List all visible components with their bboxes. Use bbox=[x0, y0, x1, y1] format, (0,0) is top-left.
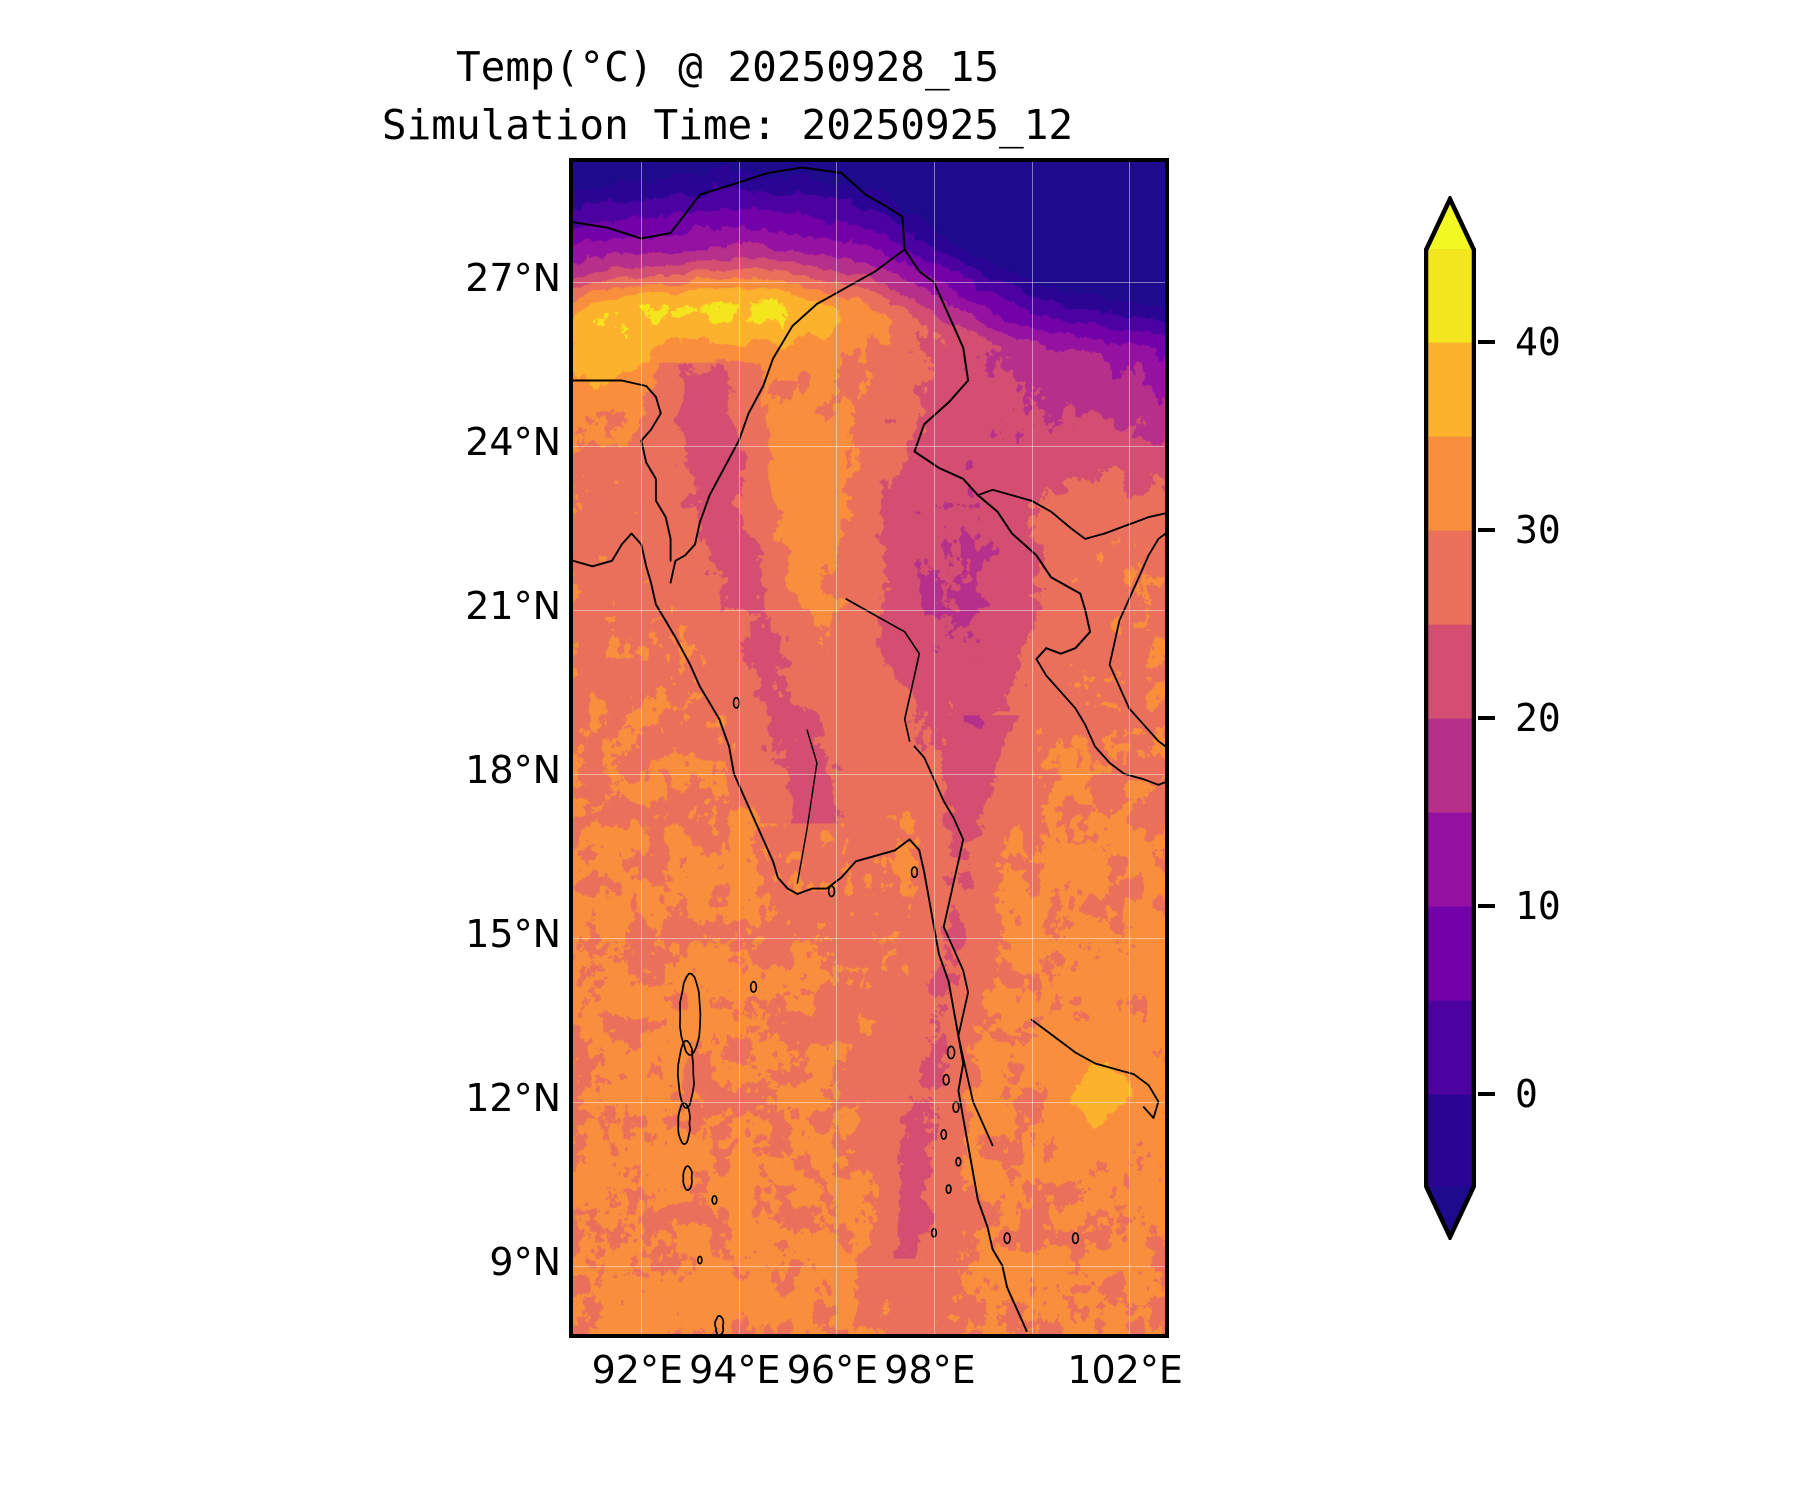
geo-outline bbox=[796, 729, 818, 884]
colorbar-band bbox=[1425, 530, 1475, 625]
title-line-2: Simulation Time: 20250925_12 bbox=[381, 101, 1074, 149]
geo-outline bbox=[913, 745, 994, 1147]
title-line-1: Temp(°C) @ 20250928_15 bbox=[455, 43, 1000, 91]
gridline-longitude bbox=[933, 162, 935, 1334]
colorbar-tick-label: 40 bbox=[1515, 320, 1561, 364]
latitude-tick-label: 12°N bbox=[465, 1075, 561, 1120]
colorbar-outline bbox=[1424, 196, 1476, 1240]
geo-outline bbox=[930, 1227, 938, 1238]
geo-outline bbox=[952, 1101, 960, 1113]
gridline-latitude bbox=[573, 1101, 1165, 1103]
gridline-latitude bbox=[573, 1265, 1165, 1267]
colorbar-band bbox=[1425, 248, 1475, 343]
map-coastlines-overlay bbox=[573, 166, 1165, 1334]
gridline-latitude bbox=[573, 446, 1165, 448]
geo-outline bbox=[573, 532, 1028, 1333]
geo-outline bbox=[1030, 1018, 1160, 1119]
geo-outline bbox=[827, 885, 836, 898]
gridline-longitude bbox=[1031, 162, 1033, 1334]
gridline-latitude bbox=[573, 282, 1165, 284]
geo-outline bbox=[955, 1156, 962, 1167]
temperature-field-canvas bbox=[573, 162, 1165, 1334]
geo-outline bbox=[711, 1195, 718, 1205]
geo-outline bbox=[676, 1039, 695, 1109]
geo-outline bbox=[977, 488, 1165, 540]
colorbar-under-arrow bbox=[1425, 1187, 1475, 1239]
longitude-tick-label: 96°E bbox=[786, 1348, 879, 1392]
geo-outline bbox=[749, 981, 758, 993]
geo-outline bbox=[697, 1255, 703, 1265]
gridline-latitude bbox=[573, 937, 1165, 939]
colorbar[interactable] bbox=[1424, 196, 1476, 1240]
map-plot-area[interactable] bbox=[569, 158, 1169, 1338]
colorbar-tick-label: 10 bbox=[1515, 884, 1561, 928]
longitude-tick-label: 94°E bbox=[689, 1348, 781, 1392]
geo-outline bbox=[1108, 532, 1165, 748]
geo-outline bbox=[573, 379, 672, 562]
geo-outline bbox=[942, 1073, 950, 1086]
latitude-tick-label: 9°N bbox=[489, 1239, 561, 1284]
gridline-latitude bbox=[573, 609, 1165, 611]
gridline-longitude bbox=[836, 162, 838, 1334]
colorbar-band bbox=[1425, 342, 1475, 437]
colorbar-band bbox=[1425, 906, 1475, 1001]
geo-outline bbox=[573, 166, 1092, 661]
geo-outline bbox=[945, 1184, 952, 1194]
colorbar-tick-label: 30 bbox=[1515, 508, 1561, 552]
longitude-tick-label: 102°E bbox=[1067, 1348, 1183, 1392]
colorbar-over-arrow bbox=[1425, 197, 1475, 249]
colorbar-tick-mark bbox=[1478, 340, 1495, 344]
latitude-tick-label: 21°N bbox=[465, 583, 561, 628]
gridline-latitude bbox=[573, 773, 1165, 775]
colorbar-tick-mark bbox=[1478, 1092, 1495, 1096]
colorbar-band bbox=[1425, 812, 1475, 907]
geo-outline bbox=[1071, 1232, 1080, 1245]
latitude-tick-label: 27°N bbox=[465, 256, 561, 301]
latitude-tick-label: 18°N bbox=[465, 747, 561, 792]
colorbar-band bbox=[1425, 1094, 1475, 1189]
geo-outline bbox=[910, 866, 919, 878]
colorbar-band bbox=[1425, 718, 1475, 813]
colorbar-band bbox=[1425, 624, 1475, 719]
colorbar-tick-label: 20 bbox=[1515, 696, 1561, 740]
gridline-longitude bbox=[1129, 162, 1131, 1334]
geo-outline bbox=[732, 697, 741, 709]
geo-outline bbox=[1003, 1232, 1011, 1245]
geo-outline bbox=[946, 1045, 956, 1060]
latitude-tick-label: 24°N bbox=[465, 420, 561, 465]
colorbar-band bbox=[1425, 1000, 1475, 1095]
geo-outline bbox=[679, 972, 702, 1056]
colorbar-band bbox=[1425, 436, 1475, 531]
colorbar-tick-mark bbox=[1478, 904, 1495, 908]
gridline-longitude bbox=[641, 162, 643, 1334]
geo-outline bbox=[940, 1129, 948, 1140]
latitude-tick-label: 15°N bbox=[465, 911, 561, 956]
longitude-tick-label: 98°E bbox=[884, 1348, 976, 1392]
geo-outline bbox=[714, 1315, 725, 1334]
longitude-tick-label: 92°E bbox=[591, 1348, 683, 1392]
geo-outline bbox=[677, 1102, 691, 1145]
figure-title: Temp(°C) @ 20250928_15 Simulation Time: 2… bbox=[0, 38, 1455, 154]
colorbar-tick-mark bbox=[1478, 716, 1495, 720]
colorbar-swatches bbox=[1424, 196, 1476, 1240]
colorbar-tick-label: 0 bbox=[1515, 1072, 1538, 1116]
geo-outline bbox=[845, 598, 921, 742]
colorbar-tick-mark bbox=[1478, 528, 1495, 532]
geo-outline bbox=[669, 248, 906, 584]
geo-outline bbox=[682, 1165, 693, 1191]
geo-outline bbox=[1035, 658, 1165, 786]
gridline-longitude bbox=[738, 162, 740, 1334]
